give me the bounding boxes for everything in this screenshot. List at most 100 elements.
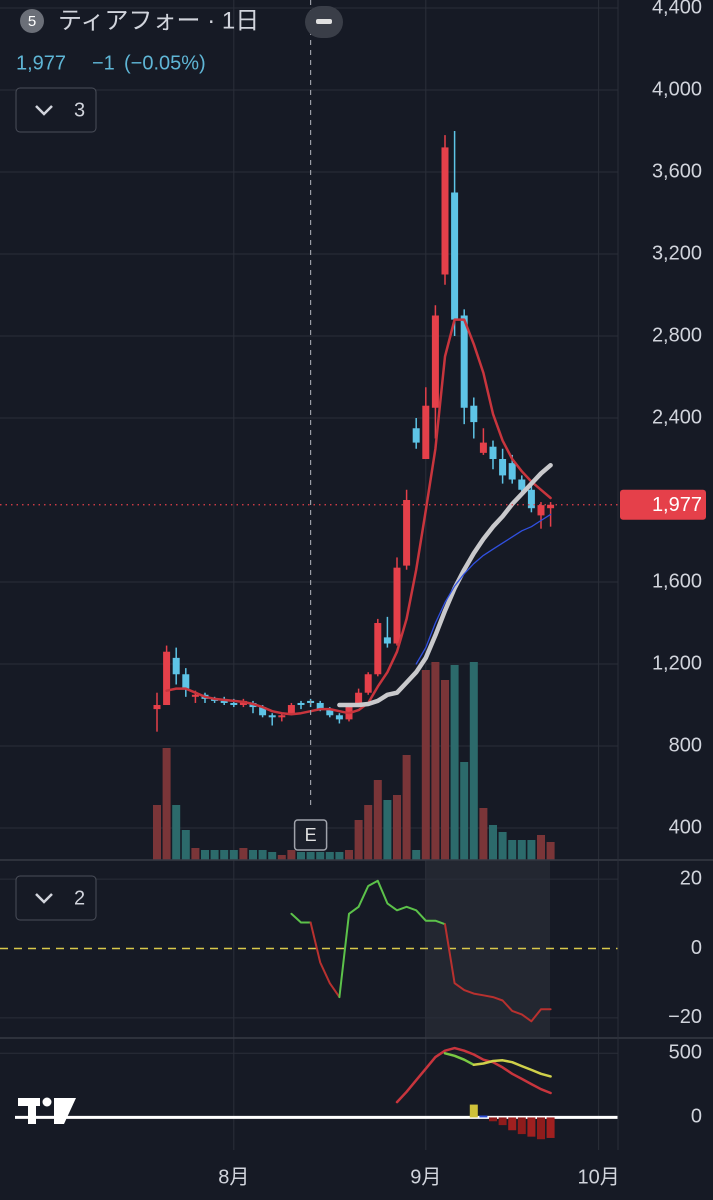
candle-body <box>489 446 497 460</box>
volume-bar <box>431 662 440 860</box>
volume-bar <box>383 800 392 860</box>
volume-bar <box>258 850 267 860</box>
histogram-bar <box>527 1117 536 1137</box>
volume-bar <box>393 795 401 860</box>
candle-body <box>220 700 228 703</box>
candle-body <box>259 707 267 716</box>
price-label: 1,977 <box>652 494 702 516</box>
candle-body <box>268 715 276 718</box>
y-tick-label: 2,800 <box>652 324 702 346</box>
volume-bar <box>373 780 382 860</box>
candle-body <box>479 442 487 453</box>
ma-line <box>337 462 553 708</box>
y-tick-label: 1,200 <box>652 652 702 674</box>
ma-line <box>165 318 552 716</box>
volume-bar <box>460 762 469 860</box>
y-tick-label: 4,000 <box>652 78 702 100</box>
y-tick-label: 2,400 <box>652 406 702 428</box>
candle-body <box>278 715 286 718</box>
histogram-bar <box>517 1117 526 1135</box>
macd-line <box>472 1059 552 1078</box>
y-tick-label: −20 <box>668 1006 702 1028</box>
volume-bar <box>412 850 421 860</box>
highlight-range <box>425 861 550 1037</box>
logo <box>18 1097 76 1124</box>
candle-body <box>163 651 171 706</box>
histogram-bar <box>546 1117 555 1138</box>
y-tick-label: 4,400 <box>652 0 702 18</box>
candle-body <box>431 315 439 408</box>
y-tick-label: 400 <box>669 816 702 838</box>
chevron <box>35 105 53 116</box>
candle-body <box>422 405 430 460</box>
event-label: E <box>305 825 317 845</box>
volume-bar <box>162 748 171 860</box>
volume-bar <box>287 850 296 860</box>
volume-bar <box>546 842 555 860</box>
volume-bar <box>201 850 209 860</box>
candle-body <box>230 702 238 706</box>
last-price: 1,977 <box>16 52 66 74</box>
y-tick-label: 800 <box>669 734 702 756</box>
volume-bar <box>537 835 545 860</box>
volume-bar <box>277 855 286 860</box>
volume-bar <box>220 850 229 860</box>
volume-bar <box>181 830 190 860</box>
logo-part <box>28 1098 36 1124</box>
price-label-box <box>620 489 706 520</box>
volume-bar <box>508 840 517 860</box>
volume-bar <box>191 848 200 860</box>
volume-bar <box>325 852 334 860</box>
volume-bar <box>421 670 430 860</box>
volume-bar <box>153 805 161 860</box>
candle-body <box>383 637 391 644</box>
indicator-toggle[interactable] <box>15 875 97 921</box>
y-tick-label: 1,600 <box>652 570 702 592</box>
symbol-title[interactable]: ティアフォー · 1日 <box>58 7 259 34</box>
indicator-toggle[interactable] <box>15 87 97 133</box>
candle-body <box>335 715 343 720</box>
candle-body <box>326 709 334 716</box>
histogram-bar <box>498 1117 507 1126</box>
x-tick-label: 10月 <box>577 1166 619 1188</box>
volume-bar <box>345 850 353 860</box>
histogram-bar <box>537 1117 545 1140</box>
volume-bar <box>498 832 507 860</box>
volume-bar <box>527 840 536 860</box>
volume-bar <box>268 852 277 860</box>
volume-bar <box>335 852 344 860</box>
volume-bar <box>441 680 449 860</box>
candle-body <box>412 428 420 443</box>
volume-bar <box>364 805 373 860</box>
change-percent: (−0.05%) <box>124 52 206 74</box>
marks <box>0 0 618 1140</box>
y-tick-label: 20 <box>680 867 702 889</box>
indicator-line <box>309 921 341 999</box>
candle-body <box>537 505 545 516</box>
candle-body <box>527 489 535 509</box>
candle-body <box>403 500 411 566</box>
histogram-bar <box>508 1117 517 1131</box>
macd-line <box>443 1052 476 1067</box>
volume-bar <box>450 665 459 860</box>
indicator-count: 3 <box>74 99 85 121</box>
ma-line <box>415 513 552 665</box>
change: −1 <box>92 52 115 74</box>
volume-bar <box>489 825 497 860</box>
volume-bar <box>306 852 315 860</box>
candle-body <box>470 405 478 423</box>
volume-bar <box>229 850 238 860</box>
volume-bar <box>517 840 526 860</box>
candle-body <box>441 147 449 275</box>
y-tick-label: 0 <box>691 937 702 959</box>
volume-bar <box>172 805 181 860</box>
volume-bar <box>297 852 305 860</box>
candle-body <box>460 315 468 408</box>
candle-body <box>499 459 507 476</box>
indicator-line <box>444 923 552 1023</box>
logo-part <box>54 1098 76 1124</box>
hide-icon <box>316 19 332 24</box>
